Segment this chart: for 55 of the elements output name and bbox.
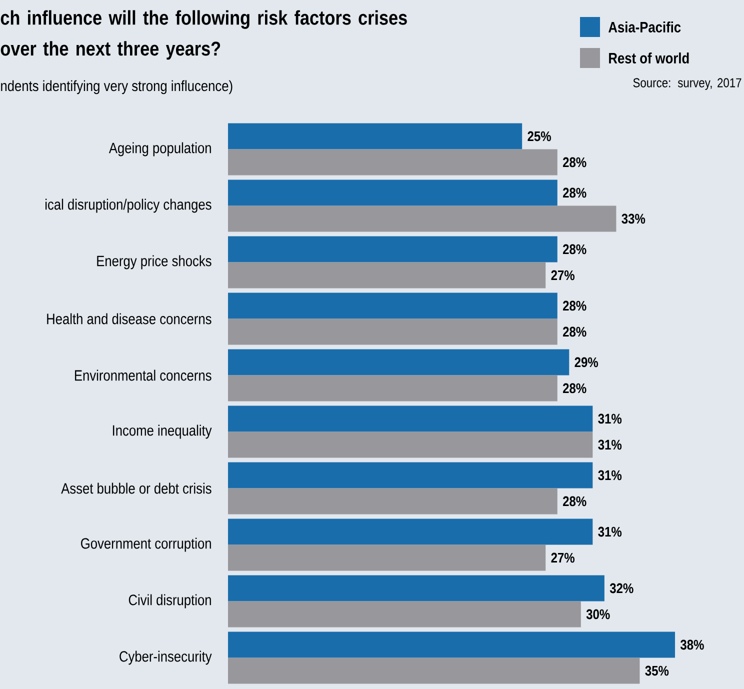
y-tick-label: Environmental concerns [75,370,212,381]
bar [228,349,570,376]
data-label: 32% [610,583,634,594]
bar [228,123,522,150]
data-label: 31% [598,470,622,480]
bar [228,149,558,176]
data-label: 33% [622,214,646,224]
bar [228,406,593,432]
data-label: 25% [528,131,551,142]
bar [228,518,593,545]
data-label: 28% [562,188,586,198]
source-note: Source: survey, 2017 [633,78,742,90]
data-label: 27% [551,270,575,280]
data-label: 27% [551,552,575,563]
bar [228,462,593,488]
data-label: 28% [562,244,586,254]
data-label: 29% [574,357,598,368]
chart-subtitle: ndents identifying very strong influcence) [1,80,232,94]
chart-title: ch influence will the following risk factors crises over the next three years? [0,10,407,60]
data-label: 28% [562,157,586,168]
bar [228,180,558,206]
y-tick-label: Ageing population [108,142,211,156]
y-tick-label: Asset bubble or debt crisis [61,482,212,494]
data-label: 31% [598,414,622,424]
y-tick-label: Government corruption [81,538,211,552]
data-label: 38% [680,640,704,650]
y-tick-label: Cyber-insecurity [120,650,212,665]
bar [228,575,604,602]
y-tick-label: Civil disruption [128,594,211,608]
data-label: 31% [598,526,622,537]
y-tick-label: Energy price shocks [97,255,212,270]
y-tick-label: Health and disease concerns [47,313,212,324]
data-label: 28% [562,383,586,394]
y-tick-label: ical disruption/policy changes [46,198,212,213]
data-label: 35% [645,666,669,676]
data-label: 31% [598,440,622,450]
bar [228,488,558,514]
legend-label: Asia-Pacific [608,22,681,32]
bar [228,432,593,458]
data-label: 30% [586,609,610,620]
bar [228,375,558,402]
bar [228,632,676,658]
bar [228,206,616,232]
bar [228,236,558,262]
y-tick-label: Income inequality [112,424,212,439]
bar [228,318,558,345]
bar [228,601,581,628]
data-label: 28% [562,496,586,506]
bar [228,544,546,571]
legend-label: Rest of world [609,52,689,64]
data-label: 28% [562,300,586,311]
bar [228,658,640,684]
bar [228,292,558,319]
bar [228,262,546,288]
data-label: 28% [562,326,586,337]
